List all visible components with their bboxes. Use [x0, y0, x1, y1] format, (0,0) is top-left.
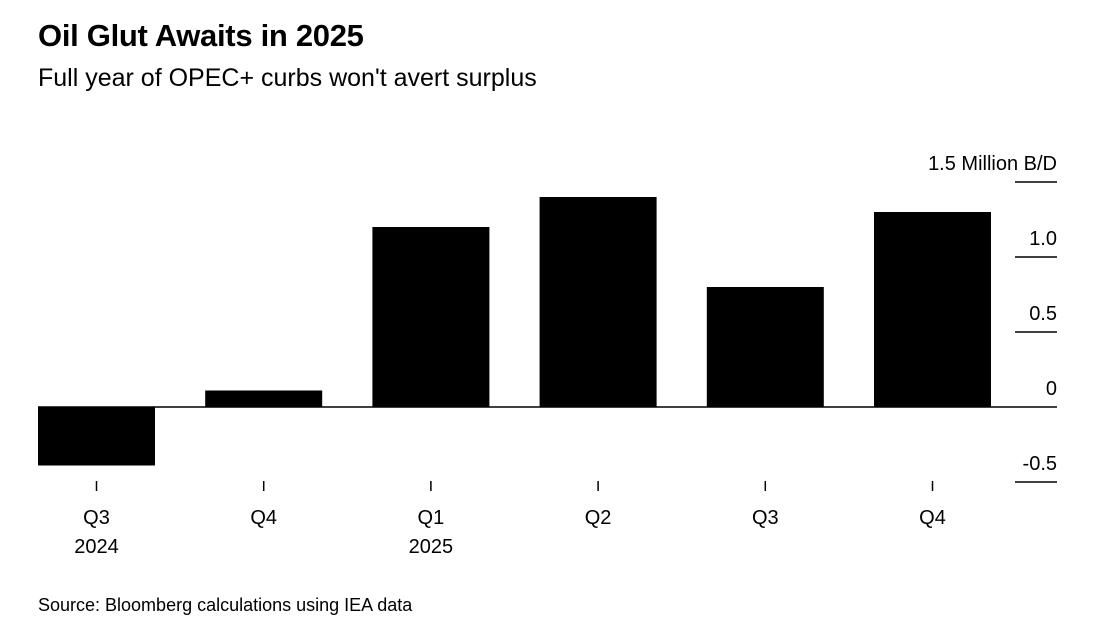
bar-3 [539, 197, 657, 407]
chart-title: Oil Glut Awaits in 2025 [38, 18, 364, 53]
x-year-label: 2024 [74, 536, 119, 558]
y-tick-label: 1.5 Million B/D [928, 153, 1057, 175]
bar-5 [874, 212, 991, 407]
bar-4 [706, 287, 824, 407]
chart-source: Source: Bloomberg calculations using IEA… [38, 595, 413, 615]
chart-subtitle: Full year of OPEC+ curbs won't avert sur… [38, 64, 537, 92]
bar-2 [372, 227, 490, 407]
y-tick-label: 0.5 [1029, 303, 1057, 325]
y-tick-label: 0 [1046, 378, 1057, 400]
bar-0 [38, 407, 155, 466]
x-tick-label: Q3 [752, 507, 779, 529]
x-tick-label: Q4 [919, 507, 946, 529]
y-tick-label: 1.0 [1029, 228, 1057, 250]
x-year-label: 2025 [409, 536, 454, 558]
x-tick-label: Q1 [418, 507, 445, 529]
x-tick-label: Q3 [83, 507, 110, 529]
x-tick-label: Q4 [250, 507, 277, 529]
bar-1 [205, 390, 323, 407]
x-tick-label: Q2 [585, 507, 612, 529]
y-tick-label: -0.5 [1023, 453, 1057, 475]
